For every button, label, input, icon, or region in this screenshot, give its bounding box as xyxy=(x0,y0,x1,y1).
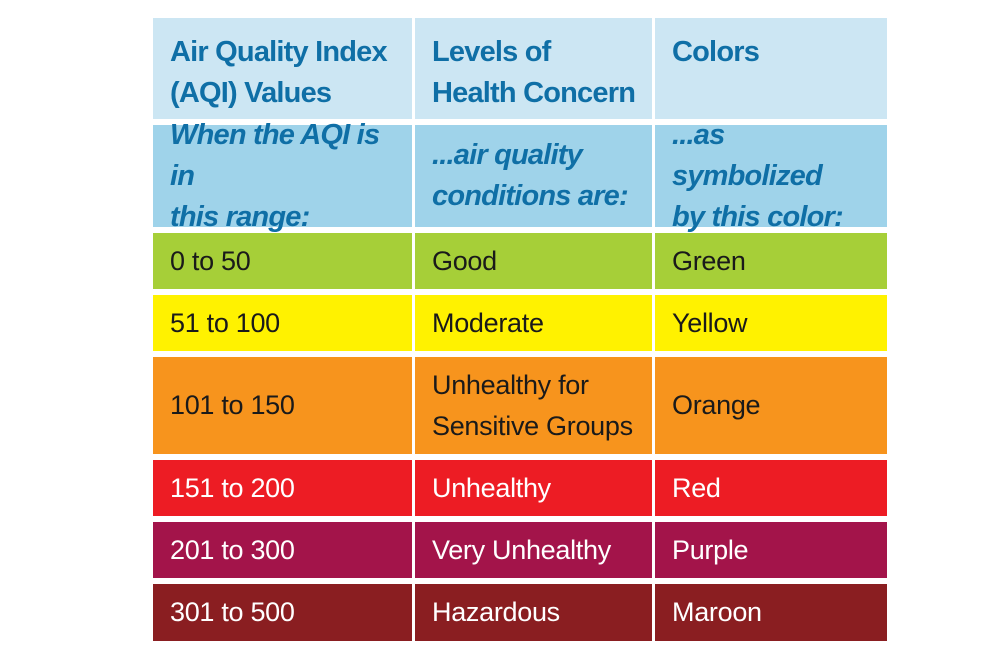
level-value: Very Unhealthy xyxy=(432,534,611,565)
level-value-line-1: Unhealthy for xyxy=(432,369,589,400)
level-value: Unhealthy xyxy=(432,472,551,503)
aqi-table: Air Quality Index (AQI) Values Levels of… xyxy=(153,18,887,641)
header-health-concern-line-2: Health Concern xyxy=(432,77,636,109)
color-cell: Maroon xyxy=(655,584,887,641)
range-value: 0 to 50 xyxy=(170,245,251,276)
level-cell: Good xyxy=(415,233,655,295)
header-aqi-values-line-1: Air Quality Index xyxy=(170,36,388,68)
header-aqi-values-line-2: (AQI) Values xyxy=(170,77,332,109)
range-value: 101 to 150 xyxy=(170,390,295,420)
header-colors-line-1: Colors xyxy=(672,36,760,68)
color-name: Red xyxy=(672,472,721,503)
subheader-color-line-1: ...as symbolized xyxy=(672,118,823,192)
range-cell: 0 to 50 xyxy=(153,233,415,295)
color-name: Green xyxy=(672,245,746,276)
range-cell: 101 to 150 xyxy=(153,357,415,460)
color-cell: Red xyxy=(655,460,887,522)
subheader-conditions-line-1: ...air quality xyxy=(432,139,583,171)
color-cell: Orange xyxy=(655,357,887,460)
header-health-concern: Levels of Health Concern xyxy=(415,18,655,125)
level-cell: Moderate xyxy=(415,295,655,357)
color-cell: Purple xyxy=(655,522,887,584)
color-name: Maroon xyxy=(672,597,762,627)
range-cell: 151 to 200 xyxy=(153,460,415,522)
header-health-concern-line-1: Levels of xyxy=(432,36,551,68)
level-value: Hazardous xyxy=(432,597,560,627)
subheader-color-line-2: by this color: xyxy=(672,200,844,233)
subheader-conditions: ...air quality conditions are: xyxy=(415,125,655,233)
subheader-color: ...as symbolized by this color: xyxy=(655,119,887,233)
level-value: Moderate xyxy=(432,307,544,338)
color-cell: Yellow xyxy=(655,295,887,357)
level-cell: Very Unhealthy xyxy=(415,522,655,584)
range-value: 301 to 500 xyxy=(170,597,295,627)
subheader-range: When the AQI is in this range: xyxy=(153,119,415,233)
range-cell: 301 to 500 xyxy=(153,584,415,641)
level-cell: Unhealthy for Sensitive Groups xyxy=(415,357,655,460)
range-cell: 51 to 100 xyxy=(153,295,415,357)
subheader-range-line-2: this range: xyxy=(170,200,310,233)
header-aqi-values: Air Quality Index (AQI) Values xyxy=(153,18,415,125)
color-name: Purple xyxy=(672,534,749,565)
level-cell: Hazardous xyxy=(415,584,655,641)
range-value: 51 to 100 xyxy=(170,307,280,338)
subheader-range-line-1: When the AQI is in xyxy=(170,118,380,192)
level-value: Good xyxy=(432,245,497,276)
color-cell: Green xyxy=(655,233,887,295)
level-cell: Unhealthy xyxy=(415,460,655,522)
subheader-conditions-line-2: conditions are: xyxy=(432,180,629,212)
range-cell: 201 to 300 xyxy=(153,522,415,584)
level-value-line-2: Sensitive Groups xyxy=(432,410,633,441)
range-value: 151 to 200 xyxy=(170,472,295,503)
range-value: 201 to 300 xyxy=(170,534,295,565)
color-name: Yellow xyxy=(672,307,748,338)
color-name: Orange xyxy=(672,390,761,420)
header-colors: Colors xyxy=(655,18,887,125)
